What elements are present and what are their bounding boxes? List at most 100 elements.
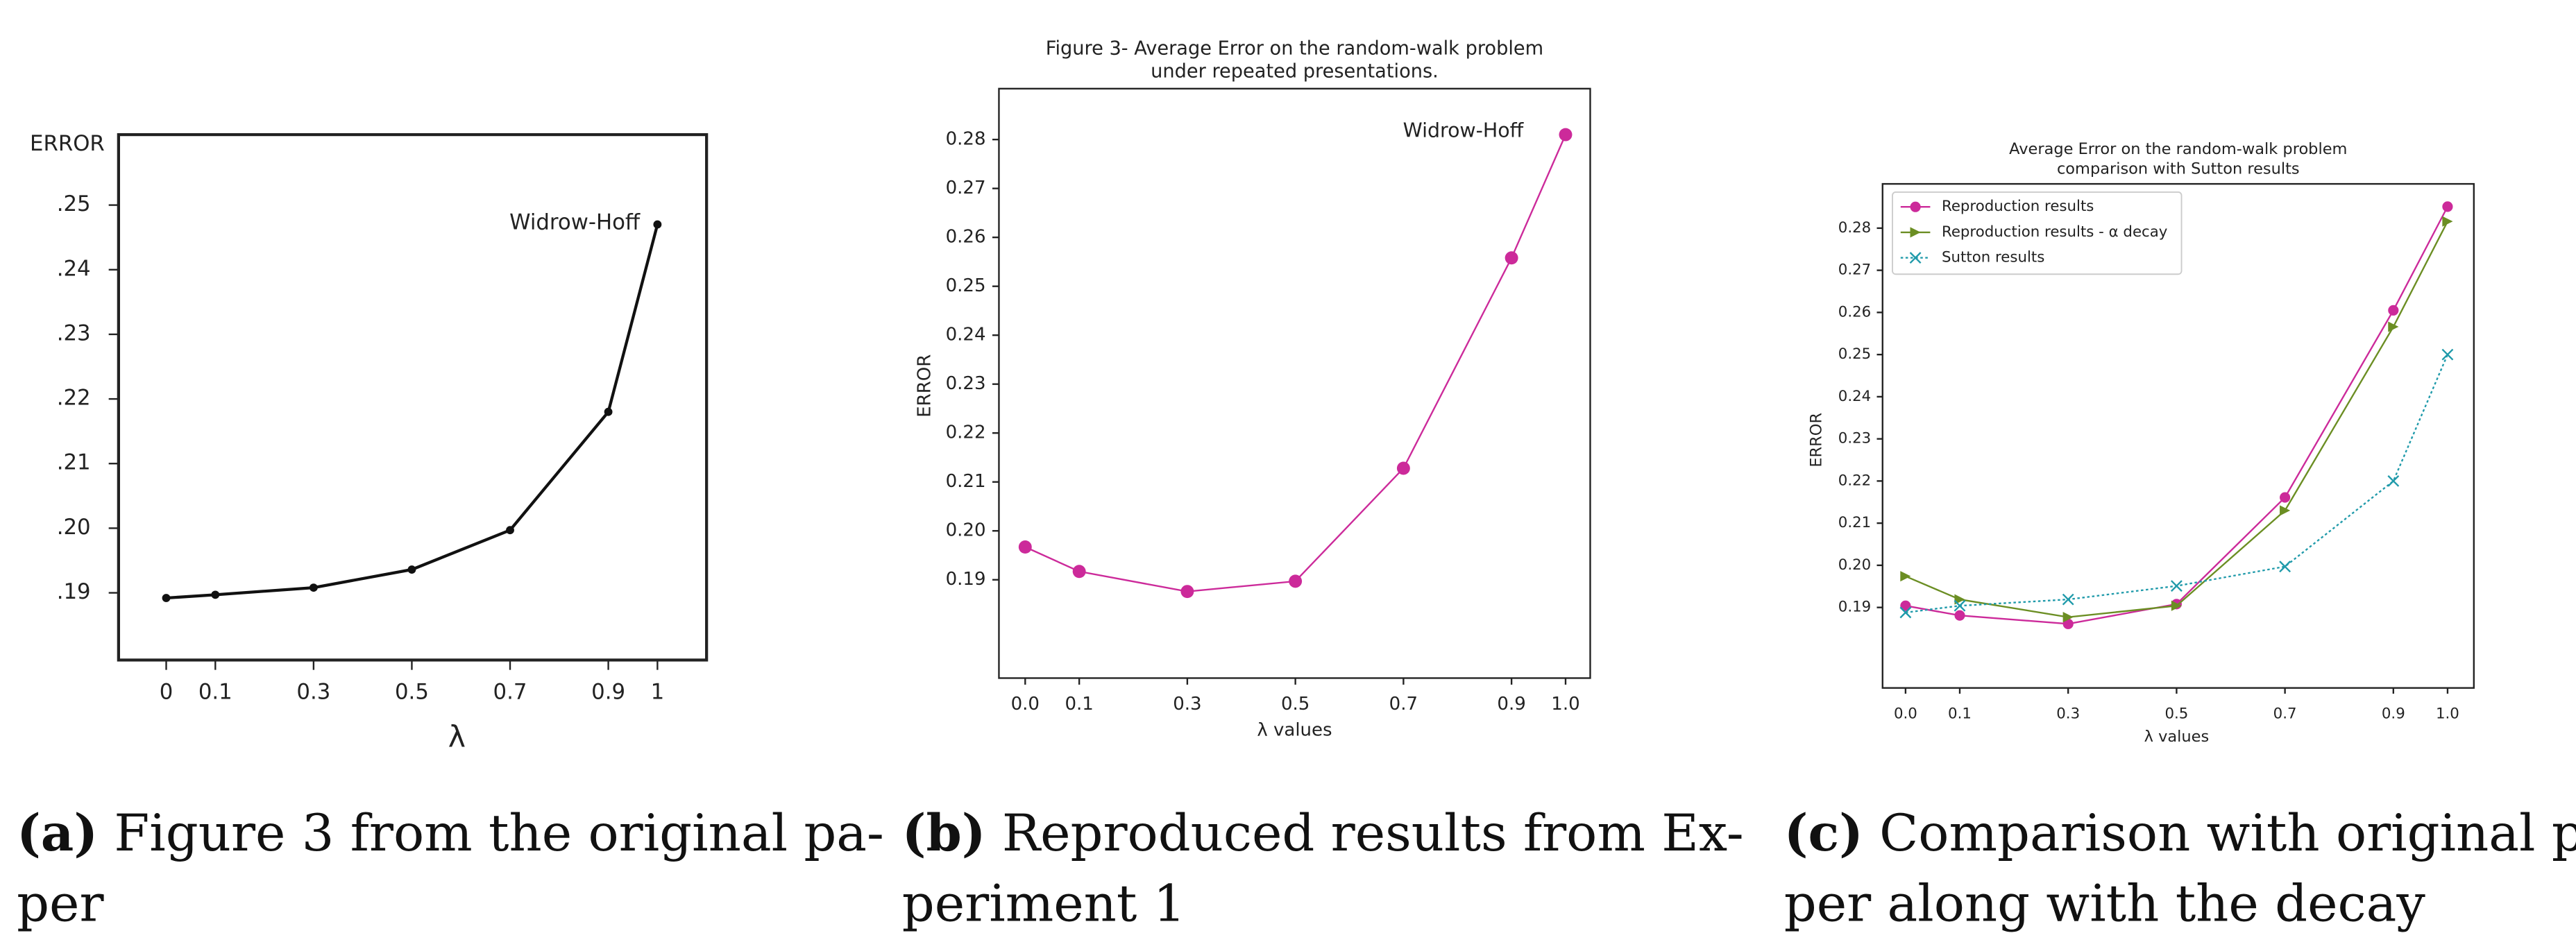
y-tick-label: 0.24 <box>1838 388 1871 405</box>
y-tick-label: 0.22 <box>1838 472 1871 489</box>
marker <box>1180 585 1194 599</box>
legend-box <box>1892 191 2183 275</box>
x-tick-label: 0.1 <box>1948 706 1972 723</box>
x-tick-label: 1.0 <box>1551 694 1579 715</box>
caption-line: Reproduced results from Ex- <box>1002 804 1744 863</box>
marker <box>1396 461 1410 475</box>
y-tick-label: 0.20 <box>946 520 986 541</box>
y-tick-label: 0.19 <box>946 569 986 590</box>
marker <box>2280 505 2291 516</box>
caption: (c) Comparison with original pa- <box>1784 803 2576 863</box>
y-tick-label: .25 <box>57 191 91 216</box>
chart: Average Error on the random-walk problem… <box>1784 140 2576 934</box>
marker <box>2442 216 2453 227</box>
y-tick-label: 0.24 <box>946 325 986 345</box>
annotation: Widrow-Hoff <box>1403 119 1525 142</box>
y-tick-label: 0.19 <box>1838 599 1871 616</box>
x-tick-label: 0.0 <box>1894 706 1917 723</box>
caption: (b) Reproduced results from Ex- <box>902 803 1744 863</box>
x-axis-label: λ values <box>1257 720 1332 741</box>
marker <box>1289 574 1303 588</box>
plot-frame <box>998 87 1591 679</box>
x-axis-label: λ <box>448 720 466 755</box>
y-tick-label: 0.21 <box>1838 514 1871 531</box>
plot-frame <box>1881 182 2475 689</box>
marker <box>1559 128 1573 142</box>
legend-marker <box>1910 227 1921 238</box>
marker <box>309 583 318 592</box>
x-tick-label: 0.5 <box>2164 706 2188 723</box>
data-line <box>1905 221 2448 618</box>
legend-label: Reproduction results <box>1942 198 2094 215</box>
x-tick-label: 1.0 <box>2436 706 2459 723</box>
chart-title: comparison with Sutton results <box>2057 160 2300 178</box>
marker <box>2062 618 2074 629</box>
marker <box>2170 580 2183 592</box>
y-tick-label: .20 <box>57 515 91 540</box>
marker <box>2062 593 2074 606</box>
marker <box>1018 540 1032 554</box>
x-tick-label: 0.1 <box>198 679 232 704</box>
x-axis-label: λ values <box>2144 728 2210 746</box>
caption-label: (a) <box>17 803 98 863</box>
y-tick-label: 0.21 <box>946 471 986 492</box>
data-line <box>1024 134 1567 592</box>
caption: per along with the decay <box>1784 875 2426 934</box>
marker <box>2388 321 2399 332</box>
marker <box>653 220 662 229</box>
caption: (a) Figure 3 from the original pa- <box>17 803 884 863</box>
marker <box>1505 251 1518 265</box>
x-tick-label: 0.1 <box>1065 694 1093 715</box>
chart-title: Average Error on the random-walk problem <box>2009 140 2347 158</box>
marker <box>2442 201 2453 212</box>
marker <box>506 526 514 535</box>
y-tick-label: 0.23 <box>1838 430 1871 447</box>
x-tick-label: 0.3 <box>296 679 330 704</box>
caption: per <box>17 875 104 934</box>
y-tick-label: .24 <box>57 256 91 281</box>
y-axis-label: ERROR <box>914 354 935 418</box>
marker <box>1954 599 1966 612</box>
marker <box>1072 565 1086 579</box>
y-tick-label: 0.26 <box>946 227 986 248</box>
marker <box>604 407 613 416</box>
y-tick-label: 0.26 <box>1838 303 1871 320</box>
x-tick-label: 0.5 <box>1281 694 1310 715</box>
legend-label: Reproduction results - α decay <box>1942 223 2167 241</box>
caption-line: Comparison with original pa- <box>1879 804 2576 863</box>
chart: .19 .20 .21 .22 .23 .24 .25 0 0.1 0.3 0.5 0.7 0.9 1 λ E… <box>17 131 884 934</box>
y-tick-label: .21 <box>57 450 91 475</box>
legend-label: Sutton results <box>1942 249 2044 266</box>
x-tick-label: 0.0 <box>1011 694 1040 715</box>
x-tick-label: 0 <box>160 679 173 704</box>
marker <box>2441 348 2454 361</box>
annotation: Widrow-Hoff <box>509 210 641 234</box>
caption-line: periment 1 <box>902 875 1186 934</box>
marker <box>1900 571 1911 582</box>
x-tick-label: 0.5 <box>395 679 429 704</box>
y-tick-label: 0.22 <box>946 422 986 443</box>
x-tick-label: 0.9 <box>591 679 625 704</box>
chart: Figure 3- Average Error on the random-wa… <box>902 38 1744 934</box>
marker <box>2388 305 2399 316</box>
y-tick-label: .19 <box>57 579 91 604</box>
caption-label: (c) <box>1784 803 1863 863</box>
data-line <box>1905 354 2449 614</box>
data-line <box>166 224 659 600</box>
caption-label: (b) <box>902 803 986 863</box>
legend-marker <box>1909 252 1922 264</box>
y-tick-label: .23 <box>57 320 91 345</box>
y-tick-label: 0.27 <box>946 178 986 198</box>
y-tick-label: 0.27 <box>1838 262 1871 279</box>
y-tick-label: 0.25 <box>1838 345 1871 363</box>
y-axis-label: ERROR <box>1808 413 1826 468</box>
marker <box>211 590 220 599</box>
caption-line: per <box>17 875 104 934</box>
caption-line: Figure 3 from the original pa- <box>114 804 883 863</box>
y-tick-label: 0.28 <box>946 129 986 150</box>
marker <box>2062 612 2074 623</box>
marker <box>407 565 416 574</box>
marker <box>2387 474 2400 487</box>
caption-line: per along with the decay <box>1784 875 2426 934</box>
